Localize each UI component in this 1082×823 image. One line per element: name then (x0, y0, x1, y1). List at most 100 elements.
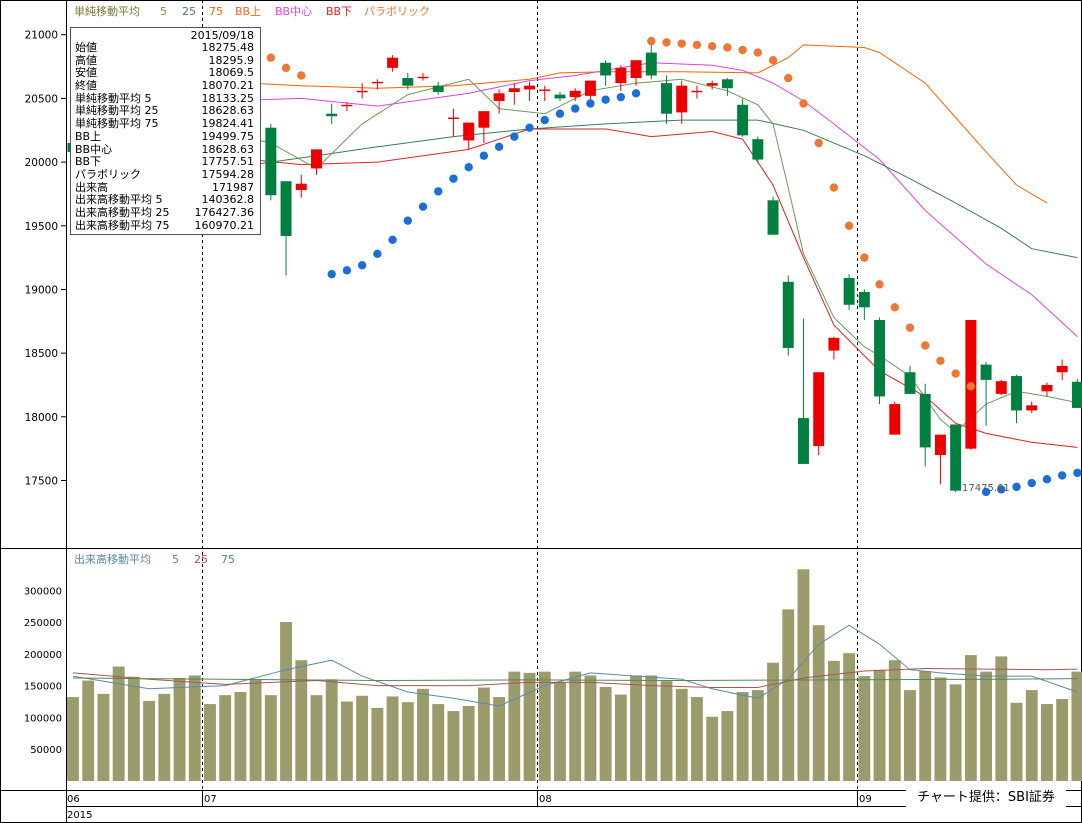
volume-bar (1056, 698, 1069, 781)
info-row-label: BB下 (75, 155, 102, 169)
price-tick-label: 20500 (25, 93, 58, 105)
candle-up (1056, 365, 1068, 373)
volume-bar (1010, 702, 1023, 781)
parabolic-dot-up (997, 485, 1006, 494)
volume-bar (508, 671, 521, 781)
volume-bar (873, 669, 886, 781)
volume-tick-label: 100000 (24, 713, 62, 724)
chart-credit: チャート提供：SBI証券 (906, 788, 1066, 808)
date-label: 07 (204, 794, 217, 805)
candle-down (326, 113, 338, 117)
volume-bar (447, 711, 460, 781)
parabolic-dot-down (768, 56, 778, 65)
info-row-label: 終値 (75, 79, 97, 93)
candle-down (600, 62, 612, 76)
parabolic-dot-down (784, 73, 793, 83)
legend-sma-5: 5 (160, 5, 167, 18)
volume-bar (569, 671, 582, 781)
info-row-label: BB中心 (75, 142, 113, 156)
parabolic-dot-down (707, 41, 717, 51)
volume-bar (645, 675, 658, 781)
volume-bar (417, 688, 429, 781)
info-row-value: 18295.9 (208, 53, 255, 67)
parabolic-dot-up (418, 202, 428, 211)
volume-bar (1025, 690, 1038, 781)
price-tick-label: 17500 (25, 475, 58, 487)
candle-down (797, 418, 809, 464)
info-row-label: 単純移動平均 75 (75, 117, 159, 131)
info-row-value: 140362.8 (201, 193, 255, 207)
volume-tick-label: 50000 (30, 745, 62, 756)
volume-bar (523, 672, 536, 781)
legend-parabolic: パラボリック (364, 5, 430, 18)
volume-bar (797, 569, 810, 781)
legend-vma-title: 出来高移動平均 (74, 552, 151, 566)
parabolic-dot-down (829, 183, 839, 192)
parabolic-dot-down (677, 39, 686, 48)
parabolic-dot-up (1073, 468, 1082, 478)
parabolic-dot-down (692, 40, 702, 50)
legend-sma-25: 25 (182, 5, 196, 18)
candle-down (554, 94, 566, 99)
volume-bar (249, 679, 262, 781)
volume-bar (630, 675, 643, 781)
volume-bar (904, 690, 916, 781)
volume-bar (356, 695, 369, 781)
candle-up (371, 81, 383, 84)
volume-bar (234, 691, 247, 781)
info-row-value: 18628.63 (201, 142, 255, 156)
volume-bar (949, 684, 962, 781)
parabolic-dot-up (388, 235, 397, 244)
date-label: 08 (539, 794, 552, 805)
candle-up (295, 183, 307, 191)
parabolic-value-label: 17475.61 (962, 483, 1010, 494)
volume-tick-label: 250000 (24, 618, 62, 629)
info-row: BB下 17757.51 (71, 155, 260, 169)
info-row-value: 18070.21 (201, 79, 255, 93)
sma75-line (72, 44, 1048, 204)
info-row-value: 19499.75 (201, 129, 255, 143)
candle-down (661, 83, 672, 114)
volume-bar (188, 675, 201, 781)
parabolic-dot-up (510, 132, 519, 141)
parabolic-dot-up (1027, 478, 1036, 488)
volume-bar (493, 697, 506, 781)
info-panel: 2015/09/18 始値 18275.48 高値 18295.9 安値 18069.5 終… (70, 27, 261, 235)
parabolic-dot-up (586, 99, 595, 108)
candle-down (280, 181, 292, 236)
info-row: 高値 18295.9 (71, 53, 260, 68)
legend-sma-title: 単純移動平均 (74, 4, 140, 18)
date-label: 06 (67, 794, 80, 805)
price-tick-label: 19000 (25, 284, 58, 296)
candle-up (630, 60, 642, 79)
parabolic-dot-down (890, 303, 899, 312)
volume-bar (888, 660, 901, 781)
info-row: 安値 18069.5 (71, 67, 260, 80)
info-row: 単純移動平均 25 18628.63 (71, 105, 260, 118)
info-row-value: 18628.63 (201, 104, 255, 118)
volume-bar (782, 609, 795, 781)
volume-bar (1041, 704, 1053, 781)
parabolic-dot-down (297, 71, 306, 80)
info-row-value: 176427.36 (194, 205, 255, 219)
info-row-label: 高値 (75, 53, 97, 67)
candle-up (615, 67, 627, 84)
parabolic-dot-down (905, 323, 915, 332)
year-label: 2015 (67, 810, 92, 821)
candle-down (737, 104, 749, 136)
volume-bar (599, 686, 612, 781)
volume-bar (980, 671, 993, 781)
candle-up (311, 149, 322, 169)
parabolic-dot-down (647, 36, 656, 46)
parabolic-dot-up (403, 216, 412, 225)
volume-bar (340, 701, 353, 781)
info-row-value: 18069.5 (208, 66, 255, 80)
parabolic-dot-down (860, 253, 869, 262)
info-row-label: 出来高 (75, 180, 108, 194)
legend-vma-25: 25 (194, 553, 208, 566)
parabolic-dot-down (951, 369, 960, 378)
info-row-value: 17757.51 (201, 155, 255, 169)
candle-down (1011, 376, 1022, 411)
candle-up (706, 83, 718, 86)
volume-bar (264, 695, 277, 781)
